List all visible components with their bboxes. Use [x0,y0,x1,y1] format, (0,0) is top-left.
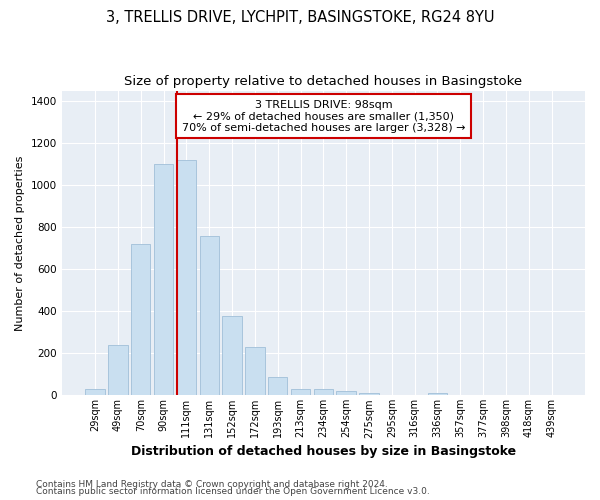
Text: 3 TRELLIS DRIVE: 98sqm
← 29% of detached houses are smaller (1,350)
70% of semi-: 3 TRELLIS DRIVE: 98sqm ← 29% of detached… [182,100,465,133]
Text: 3, TRELLIS DRIVE, LYCHPIT, BASINGSTOKE, RG24 8YU: 3, TRELLIS DRIVE, LYCHPIT, BASINGSTOKE, … [106,10,494,25]
Text: Contains HM Land Registry data © Crown copyright and database right 2024.: Contains HM Land Registry data © Crown c… [36,480,388,489]
Bar [131,244,151,396]
Bar [108,346,128,396]
Y-axis label: Number of detached properties: Number of detached properties [15,155,25,330]
Bar [200,236,219,396]
Bar [428,393,447,396]
Title: Size of property relative to detached houses in Basingstoke: Size of property relative to detached ho… [124,75,523,88]
Bar [291,389,310,396]
Bar [245,348,265,396]
Bar [359,393,379,396]
Bar [177,160,196,396]
Bar [314,390,333,396]
Bar [337,391,356,396]
Bar [154,164,173,396]
Bar [85,389,105,396]
X-axis label: Distribution of detached houses by size in Basingstoke: Distribution of detached houses by size … [131,444,516,458]
Bar [268,377,287,396]
Bar [223,316,242,396]
Text: Contains public sector information licensed under the Open Government Licence v3: Contains public sector information licen… [36,487,430,496]
